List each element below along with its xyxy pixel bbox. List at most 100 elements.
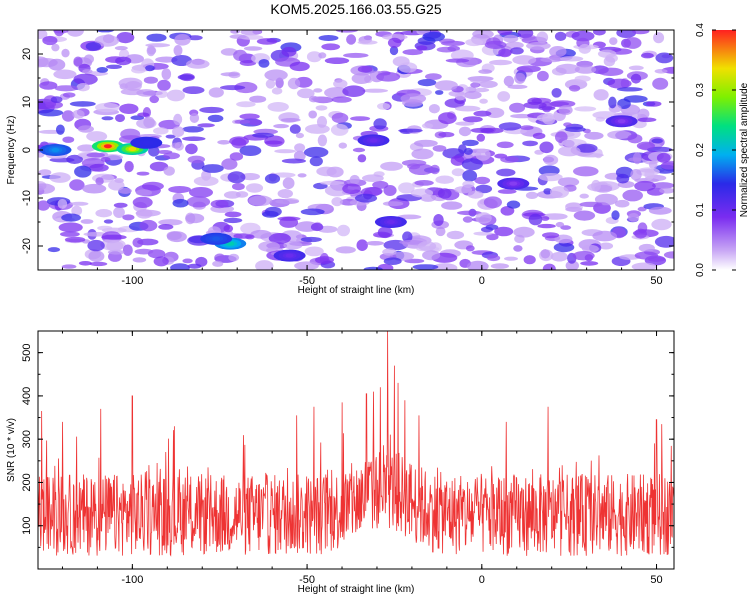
spectrogram-cell bbox=[627, 213, 640, 222]
spectrogram-cell bbox=[320, 180, 345, 186]
spectrogram-cell bbox=[173, 45, 183, 56]
spectrogram-cell bbox=[95, 177, 104, 186]
spectrogram-cell bbox=[476, 133, 485, 142]
spectrogram-cell bbox=[58, 222, 83, 233]
spectrogram-cell bbox=[279, 216, 299, 228]
spectrogram-cell bbox=[57, 199, 68, 209]
spectrogram-cell bbox=[663, 251, 674, 259]
spectrogram-cell bbox=[486, 233, 499, 241]
spectrogram-cell bbox=[136, 209, 153, 219]
spectrogram-cell bbox=[182, 86, 205, 94]
spectrogram-cell bbox=[377, 102, 391, 110]
spectrogram-cell bbox=[318, 35, 339, 41]
spectrogram-cell bbox=[265, 79, 276, 89]
snr-panel: -100 -50 0 50 100 200 300 400 500 Height of str… bbox=[6, 330, 675, 595]
spectrogram-cell bbox=[528, 213, 543, 226]
spectrogram-cell bbox=[538, 173, 563, 182]
spectrogram-cell bbox=[648, 160, 658, 170]
spectrogram-cell bbox=[115, 114, 125, 123]
colorbar-tick-label: 0.1 bbox=[695, 203, 706, 217]
spectrogram-cell bbox=[646, 101, 662, 107]
spectrogram-cell bbox=[187, 263, 202, 269]
spectrogram-cell bbox=[637, 117, 657, 123]
spectrogram-cell bbox=[136, 171, 150, 176]
spectrogram-cell bbox=[387, 37, 402, 48]
spectrogram-cell bbox=[366, 241, 385, 246]
spectrogram-cell bbox=[86, 152, 105, 158]
spectrogram-cell bbox=[485, 107, 505, 119]
spectrogram-cell bbox=[498, 48, 512, 58]
spectrogram-cell bbox=[335, 30, 358, 33]
spectrogram-cell bbox=[294, 143, 306, 152]
chart-title: KOM5.2025.166.03.55.G25 bbox=[270, 1, 441, 17]
spectrogram-cell bbox=[315, 256, 334, 264]
spectrogram-cell bbox=[53, 30, 69, 34]
spectrogram-cell bbox=[470, 127, 494, 133]
spectrogram-cell bbox=[115, 56, 132, 66]
spectrogram-cell bbox=[498, 122, 522, 131]
spectrogram-cell bbox=[258, 59, 270, 68]
spectrogram-cell bbox=[581, 244, 599, 253]
spectrogram-cell bbox=[330, 123, 349, 136]
spectrogram-cell bbox=[523, 255, 536, 265]
spectrogram-cell bbox=[525, 191, 539, 199]
spectrogram-cell bbox=[422, 250, 441, 261]
spectrogram-cell bbox=[513, 226, 535, 238]
spectrogram-cell bbox=[439, 38, 455, 44]
spectrogram-cell bbox=[77, 125, 94, 133]
spectrogram-cell bbox=[652, 182, 674, 189]
spectrogram-cell bbox=[634, 180, 656, 192]
spectrogram-cell bbox=[653, 32, 665, 44]
spectrogram-cell bbox=[398, 182, 415, 194]
colorbar-label: Normalized spectral amplitude bbox=[739, 82, 750, 217]
spectrogram-cell bbox=[38, 200, 50, 211]
spectrogram-cell bbox=[576, 143, 598, 153]
spectrogram-cell bbox=[338, 142, 347, 149]
spectrogram-y-axis-label: Frequency (Hz) bbox=[6, 116, 17, 185]
spectrogram-cell bbox=[166, 89, 185, 102]
spectrogram-cell bbox=[408, 163, 434, 175]
spectrogram-cell bbox=[78, 261, 92, 266]
spectrogram-cell bbox=[166, 231, 182, 241]
spectrogram-cell bbox=[134, 248, 154, 255]
spectrogram-cell bbox=[573, 210, 596, 221]
spectrogram-cell bbox=[49, 172, 71, 183]
spectrogram-cell bbox=[572, 251, 595, 261]
spectrogram-cell bbox=[172, 126, 185, 137]
spectrogram-cell bbox=[77, 144, 96, 152]
spectrogram-cell bbox=[306, 51, 322, 63]
spectrogram-cell bbox=[357, 154, 367, 163]
y-tick-label: 300 bbox=[21, 430, 33, 448]
spectrogram-cell bbox=[494, 226, 514, 237]
spectrogram-cell bbox=[277, 189, 293, 199]
spectrogram-cell bbox=[497, 91, 511, 102]
spectrogram-cell bbox=[73, 73, 98, 86]
spectrogram-cell bbox=[551, 88, 562, 98]
spectrogram-cell bbox=[632, 30, 650, 35]
spectrogram-cell bbox=[38, 30, 48, 39]
spectrogram-cell bbox=[473, 231, 493, 236]
spectrogram-hotspot bbox=[369, 138, 378, 143]
spectrogram-cell bbox=[514, 72, 526, 84]
spectrogram-cell bbox=[119, 103, 139, 115]
spectrogram-cell bbox=[61, 48, 70, 58]
snr-frame bbox=[37, 330, 675, 570]
spectrogram-cell bbox=[543, 154, 559, 166]
spectrogram-cell bbox=[455, 105, 481, 112]
spectrogram-cell bbox=[490, 263, 509, 269]
spectrogram-cell bbox=[550, 251, 569, 262]
spectrogram-cell bbox=[158, 224, 174, 230]
spectrogram-cell bbox=[496, 168, 516, 177]
spectrogram-cell bbox=[287, 77, 301, 90]
spectrogram-cell bbox=[38, 109, 64, 117]
spectrogram-cell bbox=[539, 249, 554, 262]
spectrogram-cell bbox=[193, 176, 219, 187]
spectrogram-cell bbox=[627, 134, 643, 144]
spectrogram-cell bbox=[457, 210, 482, 216]
spectrogram-cell bbox=[496, 141, 514, 149]
spectrogram-cell bbox=[607, 130, 632, 140]
spectrogram-cell bbox=[163, 152, 180, 160]
spectrogram-cell bbox=[608, 96, 617, 109]
spectrogram-cell bbox=[38, 183, 55, 194]
spectrogram-cell bbox=[208, 87, 224, 98]
